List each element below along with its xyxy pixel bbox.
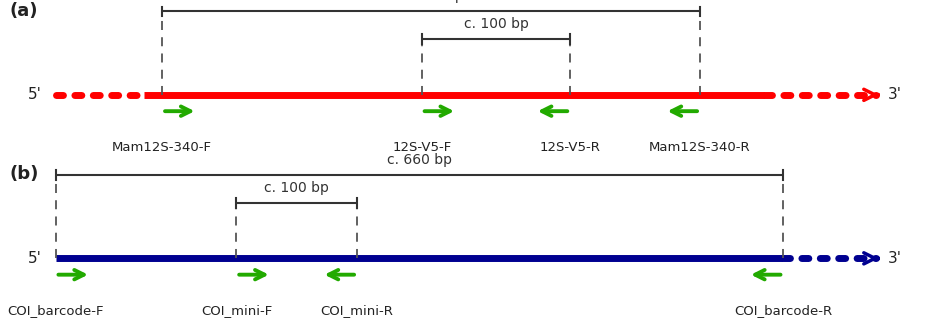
Text: COI_mini-R: COI_mini-R	[321, 304, 393, 317]
Text: (b): (b)	[9, 165, 39, 183]
Text: Mam12S-340-F: Mam12S-340-F	[112, 141, 212, 154]
Text: COI_barcode-R: COI_barcode-R	[734, 304, 832, 317]
Text: c. 660 bp: c. 660 bp	[387, 153, 452, 167]
Text: COI_mini-F: COI_mini-F	[201, 304, 272, 317]
Text: 5': 5'	[28, 251, 42, 266]
Text: 3': 3'	[888, 251, 902, 266]
Text: 12S-V5-F: 12S-V5-F	[392, 141, 451, 154]
Text: COI_barcode-F: COI_barcode-F	[7, 304, 104, 317]
Text: c. 100 bp: c. 100 bp	[464, 17, 528, 31]
Text: (a): (a)	[9, 2, 38, 20]
Text: c. 340 bp: c. 340 bp	[399, 0, 464, 3]
Text: 12S-V5-R: 12S-V5-R	[540, 141, 601, 154]
Text: Mam12S-340-R: Mam12S-340-R	[649, 141, 751, 154]
Text: 5': 5'	[28, 87, 42, 102]
Text: c. 100 bp: c. 100 bp	[264, 181, 329, 195]
Text: 3': 3'	[888, 87, 902, 102]
